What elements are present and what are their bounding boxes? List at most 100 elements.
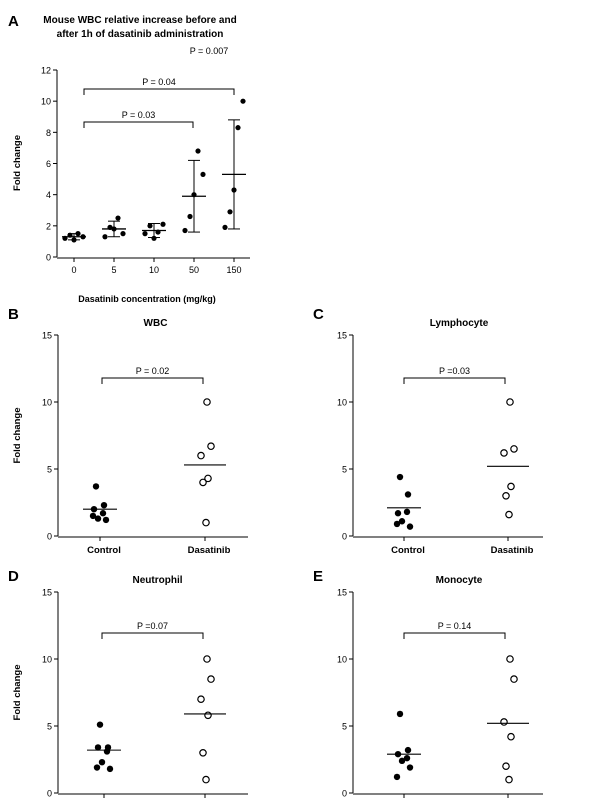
- panel-a-point: [102, 234, 108, 240]
- panel-c-control-point: [394, 510, 402, 517]
- panel-a-point: [227, 209, 233, 215]
- panel-a-point: [222, 224, 228, 230]
- panel-a-title-line2: after 1h of dasatinib administration: [57, 29, 224, 40]
- panel-e-control-point: [404, 746, 412, 754]
- panel-d-control-point: [98, 758, 106, 766]
- panel-a-y-tick-label: 10: [41, 97, 51, 107]
- panel-b-annotation-p-value: P = 0.02: [136, 366, 170, 376]
- panel-a-x-tick-label: 150: [226, 265, 241, 275]
- panel-c-dasatinib-point: [505, 510, 513, 519]
- panel-a-annotation-1-bracket: [83, 88, 235, 95]
- panel-d-control-point: [96, 721, 104, 728]
- panel-letter-e: E: [313, 568, 323, 585]
- panel-c-dasatinib-point: [506, 398, 514, 406]
- panel-e-annotation-bracket: [403, 632, 506, 639]
- panel-b-control-point: [89, 512, 97, 520]
- panel-b-control-point: [92, 483, 100, 490]
- panel-a-point: [187, 213, 193, 220]
- panel-d-control-point: [103, 748, 111, 755]
- panel-a-point: [151, 235, 157, 241]
- panel-d-control-point: [94, 744, 102, 751]
- panel-c-control-point: [406, 523, 414, 530]
- panel-letter-d: D: [8, 568, 19, 585]
- panel-a-x-tick-label: 5: [111, 265, 116, 275]
- panel-d-y-tick-label: 15: [42, 588, 52, 598]
- panel-c-x-tick-label: Control: [391, 545, 425, 556]
- panel-letter-a: A: [8, 13, 19, 30]
- panel-a-title-line1: Mouse WBC relative increase before and: [43, 15, 236, 26]
- panel-a-point: [240, 98, 246, 104]
- panel-c-x-tick-label: Dasatinib: [491, 545, 534, 556]
- panel-a-y-tick-label: 8: [46, 128, 51, 138]
- panel-b-dasatinib-point: [197, 451, 205, 460]
- panel-e-y-tick-label: 0: [342, 789, 347, 798]
- panel-b-x-tick-label: Dasatinib: [188, 545, 231, 556]
- panel-e-dasatinib-point: [506, 655, 514, 663]
- panel-a-point: [182, 227, 188, 234]
- panel-e-y-tick-label: 5: [342, 722, 347, 732]
- panel-b-y-tick-label: 15: [42, 331, 52, 341]
- panel-e-control-point: [403, 754, 411, 762]
- panel-a-point: [142, 231, 148, 237]
- panel-e-y-tick-label: 15: [337, 588, 347, 598]
- panel-c-y-tick-label: 10: [337, 398, 347, 408]
- panel-e-control-point: [393, 773, 401, 781]
- panel-d-annotation-bracket: [101, 632, 204, 639]
- panel-d-dasatinib-point: [207, 675, 215, 683]
- panel-c-y-tick-label: 5: [342, 465, 347, 475]
- panel-c-title: Lymphocyte: [430, 318, 489, 329]
- panel-b-y-tick-label: 0: [47, 532, 52, 542]
- panel-a-y-tick-label: 0: [46, 253, 51, 263]
- panel-c-annotation-p-value: P =0.03: [439, 366, 470, 376]
- panel-a-y-tick-label: 4: [46, 190, 51, 200]
- panel-b-dasatinib-point: [199, 478, 207, 487]
- panel-b-control-point: [102, 516, 110, 524]
- panel-a-point: [200, 171, 206, 178]
- panel-e-control-point: [396, 710, 404, 718]
- panel-e-dasatinib-point: [500, 718, 508, 726]
- panel-d-y-tick-label: 0: [47, 789, 52, 798]
- panel-b-dasatinib-point: [204, 474, 212, 483]
- panel-a-point: [195, 148, 201, 154]
- panel-c-dasatinib-point: [500, 449, 508, 457]
- panel-e-dasatinib-point: [505, 775, 513, 784]
- panel-b-dasatinib-point: [203, 398, 211, 406]
- panel-a-point: [147, 223, 153, 229]
- panel-c-control-point: [404, 491, 412, 498]
- panel-d-control-point: [106, 765, 114, 773]
- panel-a-x-tick-label: 50: [189, 265, 199, 275]
- panel-c-y-tick-label: 0: [342, 532, 347, 542]
- panel-b-x-tick-label: Control: [87, 545, 121, 556]
- panel-a-y-tick-label: 12: [41, 66, 51, 76]
- panel-e-control-point: [406, 764, 414, 771]
- panel-b-control-point: [94, 515, 102, 522]
- panel-a-point: [160, 221, 166, 227]
- panel-e-title: Monocyte: [436, 575, 483, 586]
- panel-d-y-tick-label: 5: [47, 722, 52, 732]
- panel-a-p-value-3: P = 0.007: [190, 46, 229, 56]
- panel-b-dasatinib-point: [207, 442, 215, 451]
- panel-b-title: WBC: [144, 318, 168, 329]
- panel-d-y-label: Fold change: [12, 665, 23, 721]
- panel-b-control-point: [99, 510, 107, 517]
- panel-d-dasatinib-point: [202, 775, 210, 784]
- panel-d-dasatinib-point: [203, 655, 211, 663]
- panel-b-y-label: Fold change: [12, 408, 23, 464]
- panel-b-y-tick-label: 5: [47, 465, 52, 475]
- panel-a-point: [115, 215, 121, 221]
- panel-a-x-label: Dasatinib concentration (mg/kg): [78, 294, 216, 304]
- panel-c-dasatinib-point: [507, 482, 515, 491]
- panel-c-control-point: [403, 508, 411, 516]
- panel-a-annotation-1-p-value: P = 0.04: [142, 77, 176, 87]
- panel-d-dasatinib-point: [204, 711, 212, 720]
- panel-b-control-point: [100, 501, 108, 509]
- panel-c-dasatinib-point: [510, 445, 518, 453]
- panel-e-control-point: [398, 757, 406, 765]
- panel-a-annotation-2-bracket: [83, 121, 194, 128]
- panel-d-annotation-p-value: P =0.07: [137, 621, 168, 631]
- panel-e-dasatinib-point: [510, 675, 518, 683]
- panel-d-dasatinib-point: [197, 695, 205, 704]
- panel-c-dasatinib-point: [502, 491, 510, 500]
- panel-a-annotation-2-p-value: P = 0.03: [122, 110, 156, 120]
